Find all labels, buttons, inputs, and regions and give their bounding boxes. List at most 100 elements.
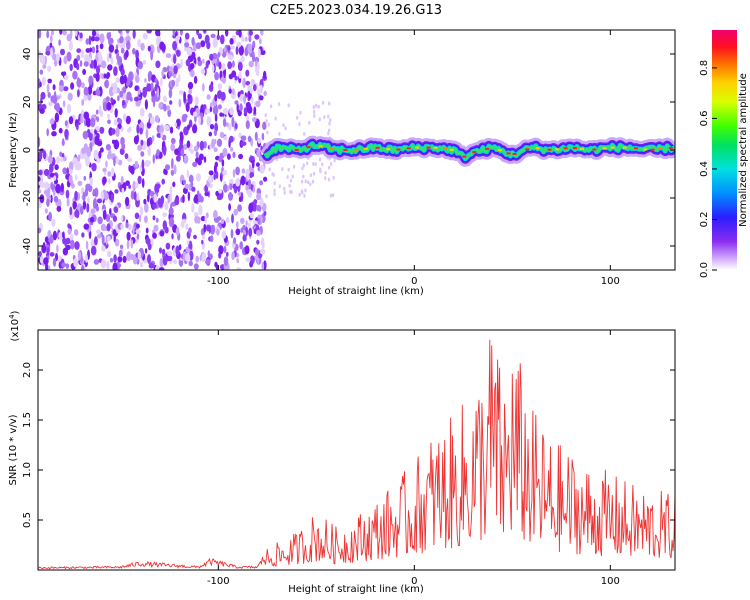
noise-cell [56,103,60,113]
noise-cell [110,258,113,263]
noise-cell [217,195,222,200]
signal-peak [507,152,511,154]
noise-cell [135,213,140,220]
noise-cell [249,30,253,35]
noise-cell [143,199,146,205]
noise-cell [171,80,175,87]
noise-cell [57,206,62,212]
noise-cell [70,234,73,241]
noise-cell [273,173,275,177]
noise-cell [193,111,197,116]
signal-peak [573,147,577,149]
noise-cell [324,171,326,175]
noise-cell [224,136,228,141]
noise-cell [231,251,235,260]
noise-cell [328,122,330,126]
y-tick-label: 1.0 [22,462,33,478]
noise-cell [180,133,184,142]
noise-cell [185,33,189,40]
noise-cell [260,27,264,35]
signal-peak [564,147,568,149]
noise-cell [310,173,312,177]
noise-cell [108,150,111,159]
signal-peak [634,147,638,149]
noise-cell [80,60,83,67]
noise-cell [176,36,180,41]
noise-cell [183,180,186,185]
noise-cell [61,72,65,77]
noise-cell [107,114,110,119]
noise-cell [328,166,330,170]
noise-cell [40,256,44,264]
noise-cell [170,143,175,151]
noise-cell [278,132,280,136]
noise-cell [136,124,139,134]
noise-cell [41,55,45,65]
noise-cell [182,194,185,203]
noise-cell [153,194,157,203]
noise-cell [198,116,201,125]
noise-cell [245,70,249,77]
signal-peak [643,149,647,151]
noise-cell [186,240,189,245]
noise-cell [328,129,330,133]
noise-cell [324,176,326,180]
noise-cell [171,138,176,144]
noise-cell [180,59,183,68]
noise-cell [251,97,253,104]
noise-cell [263,177,267,182]
noise-cell [62,30,67,35]
noise-cell [159,127,162,134]
noise-cell [256,162,260,167]
noise-cell [222,170,227,176]
noise-cell [84,223,90,229]
noise-cell [289,190,291,194]
noise-cell [156,149,159,156]
noise-cell [185,253,190,262]
noise-cell [113,82,117,91]
noise-cell [171,158,174,168]
noise-cell [47,84,50,94]
noise-cell [47,66,51,72]
noise-cell [117,95,120,101]
noise-cell [169,88,173,98]
noise-cell [138,176,142,184]
noise-cell [81,82,85,88]
noise-cell [173,54,176,64]
noise-cell [51,30,54,36]
noise-cell [168,195,171,204]
noise-cell [137,233,140,239]
noise-cell [163,146,166,156]
noise-cell [210,235,213,242]
noise-cell [256,240,259,245]
noise-cell [46,31,49,39]
noise-cell [67,34,72,42]
noise-cell [96,110,99,115]
noise-cell [281,167,283,171]
spectrogram-y-label: Frequency (Hz) [8,112,19,188]
noise-cell [309,182,311,186]
noise-cell [187,170,189,178]
noise-cell [222,231,226,239]
noise-cell [127,232,131,241]
signal-peak [498,149,502,151]
signal-peak [592,149,596,151]
noise-cell [240,94,244,102]
noise-cell [40,96,42,103]
noise-cell [183,91,186,101]
noise-cell [203,104,206,109]
noise-cell [83,95,87,101]
noise-cell [313,110,315,114]
noise-cell [144,78,146,82]
noise-cell [62,138,64,146]
noise-cell [133,29,136,39]
noise-cell [40,182,46,188]
noise-cell [182,114,187,119]
noise-cell [282,123,284,127]
noise-cell [156,218,159,223]
noise-cell [319,117,321,121]
noise-cell [286,175,288,179]
noise-cell [252,117,257,122]
signal-peak [397,149,401,151]
noise-cell [218,83,223,89]
